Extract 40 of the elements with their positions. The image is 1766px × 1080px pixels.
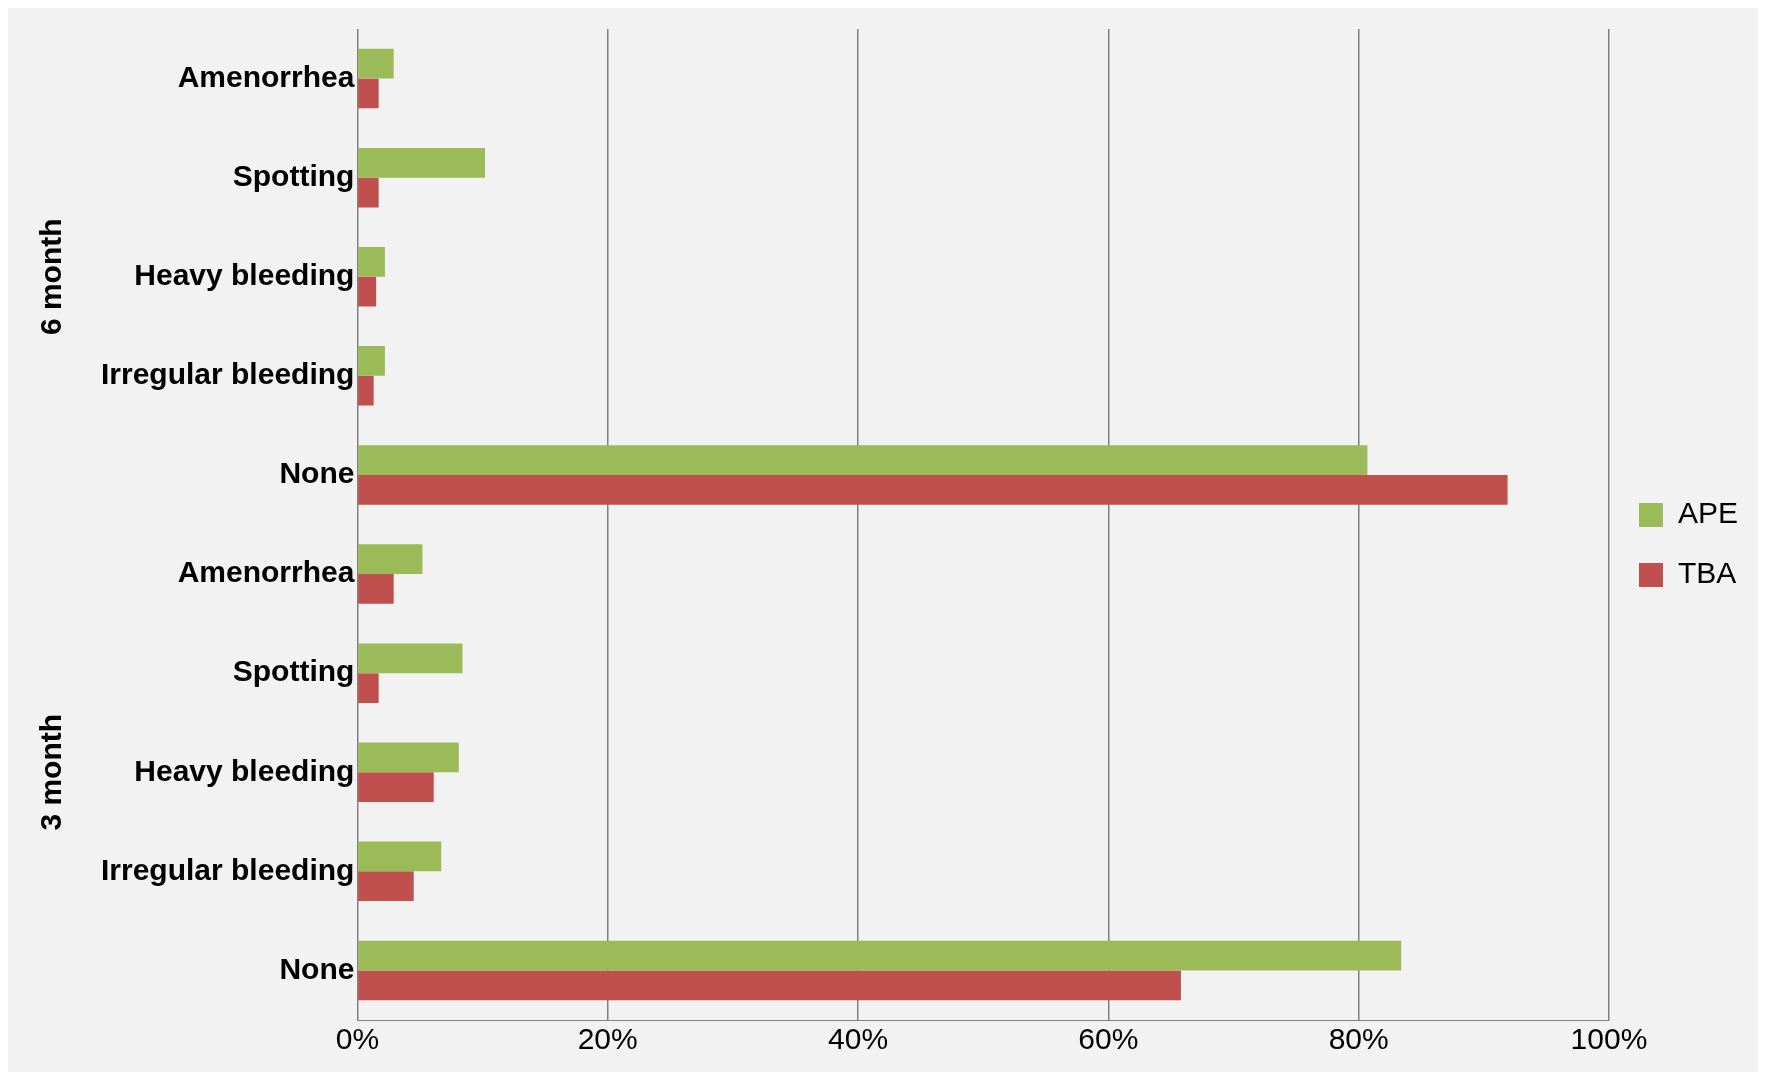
bar <box>358 247 385 277</box>
bar <box>358 940 1402 971</box>
text: 3 month <box>34 713 68 831</box>
bar <box>358 177 379 208</box>
bar <box>358 445 1368 475</box>
y-tick-label: Heavy bleeding <box>134 258 355 292</box>
legend-label: TBA <box>1677 556 1737 590</box>
bar <box>358 643 463 674</box>
bar <box>358 544 423 575</box>
y-tick-label: None <box>279 456 355 490</box>
y-tick-label: None <box>279 951 355 985</box>
bar <box>358 375 374 406</box>
bar <box>358 346 385 376</box>
bar <box>358 841 442 872</box>
text: 6 month <box>34 218 68 336</box>
y-tick-label: Amenorrhea <box>177 555 355 589</box>
bar <box>358 474 1508 505</box>
bar <box>358 673 379 703</box>
bar <box>358 48 394 79</box>
x-tick-label: 80% <box>1328 1022 1389 1056</box>
y-tick-label: Spotting <box>232 158 355 192</box>
y-tick-label: Spotting <box>232 654 355 688</box>
x-tick-label: 60% <box>1078 1022 1139 1056</box>
y-tick-label: Heavy bleeding <box>134 753 355 787</box>
x-tick-label: 100% <box>1570 1022 1648 1056</box>
bar <box>358 970 1181 1001</box>
bar <box>358 574 394 604</box>
x-tick-label: 0% <box>335 1022 380 1056</box>
bar <box>358 78 379 109</box>
y-tick-label: Irregular bleeding <box>101 852 355 886</box>
y-tick-label: Irregular bleeding <box>101 357 355 391</box>
bar <box>358 772 434 802</box>
legend-label: APE <box>1677 496 1738 530</box>
bar <box>358 871 414 902</box>
bar <box>358 147 486 178</box>
bar <box>358 276 377 307</box>
x-tick-label: 40% <box>828 1022 889 1056</box>
y-tick-label: Amenorrhea <box>177 59 355 93</box>
bar <box>358 742 459 773</box>
x-tick-label: 20% <box>577 1022 638 1056</box>
